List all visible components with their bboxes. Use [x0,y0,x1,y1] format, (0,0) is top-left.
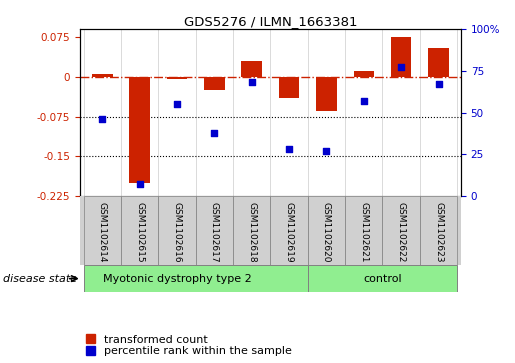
Text: GSM1102621: GSM1102621 [359,201,368,262]
Text: disease state: disease state [3,274,77,284]
Bar [121,196,158,265]
Bar [204,77,225,90]
Bar [233,196,270,265]
Bar [308,265,457,292]
Bar [308,196,345,265]
Text: GSM1102615: GSM1102615 [135,201,144,262]
Bar [270,196,308,265]
Point [359,98,368,104]
Text: GSM1102622: GSM1102622 [397,201,406,262]
Legend: transformed count, percentile rank within the sample: transformed count, percentile rank withi… [85,333,293,358]
Bar [167,77,187,79]
Bar [158,196,196,265]
Text: GSM1102618: GSM1102618 [247,201,256,262]
Point [98,116,107,122]
Bar [391,37,411,77]
Bar [196,196,233,265]
Bar [83,196,121,265]
Point [173,101,181,107]
Text: GSM1102619: GSM1102619 [285,201,294,262]
Bar [316,77,337,111]
Bar [353,72,374,77]
Bar [279,77,299,98]
Text: Myotonic dystrophy type 2: Myotonic dystrophy type 2 [102,274,251,284]
Text: control: control [363,274,402,284]
Bar [420,196,457,265]
Point [285,146,293,152]
Text: GSM1102616: GSM1102616 [173,201,181,262]
Text: GSM1102620: GSM1102620 [322,201,331,262]
Point [397,65,405,70]
Text: GSM1102623: GSM1102623 [434,201,443,262]
Text: GSM1102614: GSM1102614 [98,201,107,262]
Bar [129,77,150,183]
Point [322,148,331,154]
Bar [92,74,112,77]
Bar [242,61,262,77]
Point [248,79,256,85]
Point [434,81,442,87]
Title: GDS5276 / ILMN_1663381: GDS5276 / ILMN_1663381 [184,15,357,28]
Bar [383,196,420,265]
Text: GSM1102617: GSM1102617 [210,201,219,262]
Point [135,182,144,187]
Bar [345,196,383,265]
Bar [83,265,308,292]
Point [210,130,218,135]
Bar [428,48,449,77]
